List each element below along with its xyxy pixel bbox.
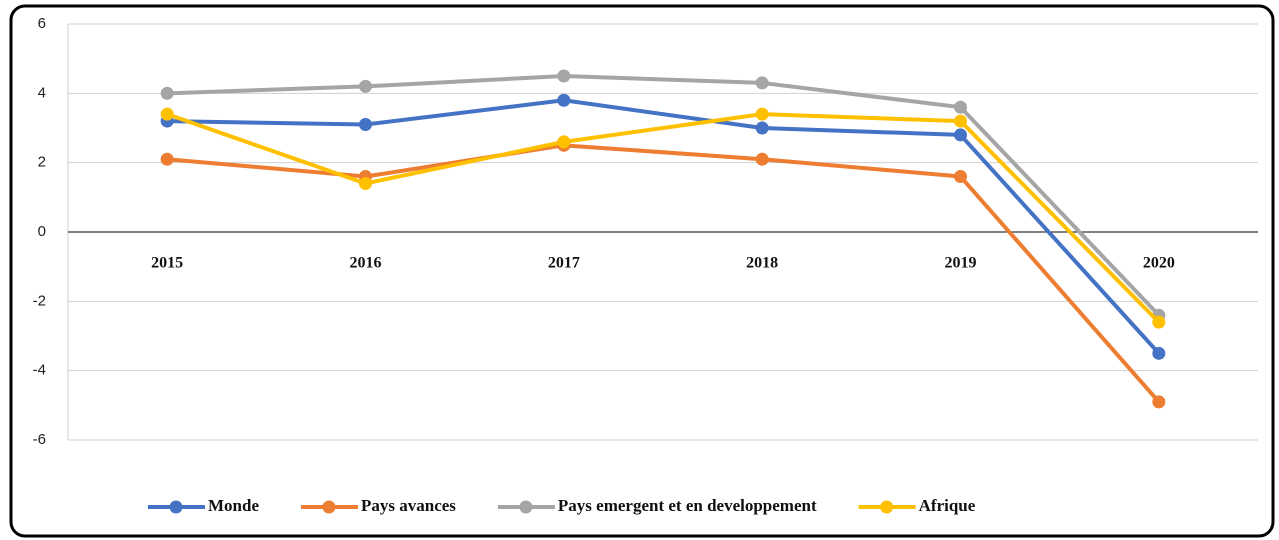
point: [160, 152, 174, 166]
point: [954, 114, 967, 128]
legend-label: Pays emergent et en developpement: [558, 496, 817, 515]
y-tick-label: -4: [33, 362, 46, 379]
point: [954, 170, 967, 184]
legend-marker: [322, 500, 336, 514]
point: [160, 107, 174, 121]
x-tick-label: 2017: [548, 255, 580, 272]
point: [557, 93, 571, 107]
x-tick-label: 2019: [945, 255, 977, 272]
point: [954, 128, 967, 142]
point: [359, 79, 372, 93]
x-tick-label: 2016: [350, 255, 382, 272]
point: [1152, 315, 1166, 329]
x-tick-label: 2015: [151, 255, 183, 272]
x-tick-label: 2020: [1143, 255, 1175, 272]
y-tick-label: 0: [38, 223, 46, 240]
point: [954, 100, 967, 114]
y-tick-label: 6: [38, 15, 46, 32]
point: [1152, 346, 1166, 360]
legend-label: Pays avances: [361, 496, 456, 515]
point: [160, 86, 174, 100]
y-tick-label: 4: [38, 84, 46, 101]
series-line: [167, 98, 1161, 355]
point: [359, 176, 372, 190]
legend-marker: [169, 500, 183, 514]
point: [755, 152, 769, 166]
point: [1152, 395, 1166, 409]
y-tick-label: 2: [38, 154, 46, 171]
series-line: [166, 112, 1161, 324]
point: [755, 107, 769, 121]
point: [557, 69, 571, 83]
series-line: [167, 74, 1161, 317]
legend-label: Afrique: [919, 496, 976, 515]
x-tick-label: 2018: [746, 255, 778, 272]
point: [557, 135, 571, 149]
point: [755, 76, 769, 90]
point: [359, 118, 372, 132]
point: [755, 121, 769, 135]
legend-label: Monde: [208, 496, 259, 515]
y-tick-label: -6: [33, 431, 46, 448]
y-tick-label: -2: [33, 292, 46, 309]
legend-marker: [519, 500, 533, 514]
legend-marker: [880, 500, 894, 514]
